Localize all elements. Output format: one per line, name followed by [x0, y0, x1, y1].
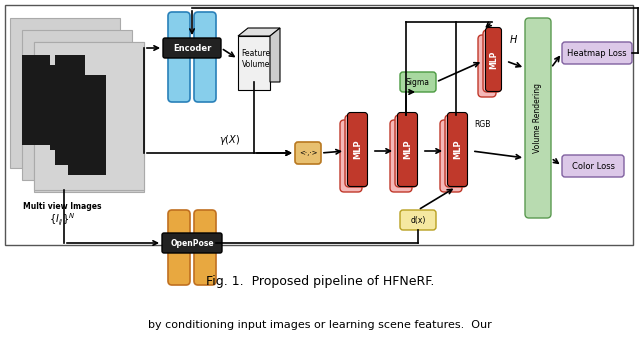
FancyBboxPatch shape	[445, 115, 467, 187]
Text: MLP: MLP	[453, 140, 462, 159]
Bar	[238, 36, 270, 90]
Text: H: H	[510, 35, 517, 45]
FancyBboxPatch shape	[345, 115, 367, 187]
FancyBboxPatch shape	[562, 42, 632, 64]
Bar	[68, 75, 106, 175]
Text: Sigma: Sigma	[406, 77, 430, 86]
Polygon shape	[238, 28, 280, 36]
FancyBboxPatch shape	[478, 35, 496, 97]
FancyBboxPatch shape	[194, 12, 216, 102]
Text: Encoder: Encoder	[173, 43, 211, 52]
Text: Feature
Volume: Feature Volume	[241, 49, 271, 69]
FancyBboxPatch shape	[340, 120, 362, 192]
FancyBboxPatch shape	[348, 112, 367, 186]
Bar	[55, 55, 85, 165]
Bar	[5, 5, 633, 245]
FancyBboxPatch shape	[525, 18, 551, 218]
Text: by conditioning input images or learning scene features.  Our: by conditioning input images or learning…	[148, 320, 492, 330]
Bar	[50, 65, 78, 150]
FancyBboxPatch shape	[562, 155, 624, 177]
Text: OpenPose: OpenPose	[170, 238, 214, 247]
Text: $\gamma(X)$: $\gamma(X)$	[220, 133, 241, 147]
Text: <·,·>: <·,·>	[299, 150, 317, 156]
FancyBboxPatch shape	[168, 12, 190, 102]
FancyBboxPatch shape	[295, 142, 321, 164]
Text: Fig. 1.  Proposed pipeline of HFNeRF.: Fig. 1. Proposed pipeline of HFNeRF.	[206, 275, 434, 288]
FancyBboxPatch shape	[447, 112, 467, 186]
Bar	[10, 18, 120, 168]
Bar	[22, 30, 132, 180]
FancyBboxPatch shape	[486, 27, 502, 92]
FancyBboxPatch shape	[483, 30, 501, 92]
Text: MLP: MLP	[489, 50, 498, 69]
Text: Multi view Images: Multi view Images	[23, 202, 101, 211]
FancyBboxPatch shape	[395, 115, 417, 187]
Text: d(x): d(x)	[410, 215, 426, 225]
FancyBboxPatch shape	[390, 120, 412, 192]
Polygon shape	[270, 28, 280, 82]
Bar	[34, 42, 144, 192]
FancyBboxPatch shape	[400, 72, 436, 92]
Text: MLP: MLP	[403, 140, 412, 159]
Text: Color Loss: Color Loss	[572, 161, 614, 170]
FancyBboxPatch shape	[194, 210, 216, 285]
Text: Volume Rendering: Volume Rendering	[534, 83, 543, 153]
FancyBboxPatch shape	[440, 120, 462, 192]
Bar	[22, 55, 50, 145]
Text: RGB: RGB	[474, 120, 490, 129]
FancyBboxPatch shape	[400, 210, 436, 230]
FancyBboxPatch shape	[168, 210, 190, 285]
Text: MLP: MLP	[353, 140, 362, 159]
FancyBboxPatch shape	[162, 233, 222, 253]
FancyBboxPatch shape	[397, 112, 417, 186]
Text: Heatmap Loss: Heatmap Loss	[567, 49, 627, 58]
Bar	[38, 48, 78, 158]
FancyBboxPatch shape	[163, 38, 221, 58]
Bar	[34, 42, 144, 190]
Text: $\{I_{ij}\}^N$: $\{I_{ij}\}^N$	[49, 212, 75, 228]
